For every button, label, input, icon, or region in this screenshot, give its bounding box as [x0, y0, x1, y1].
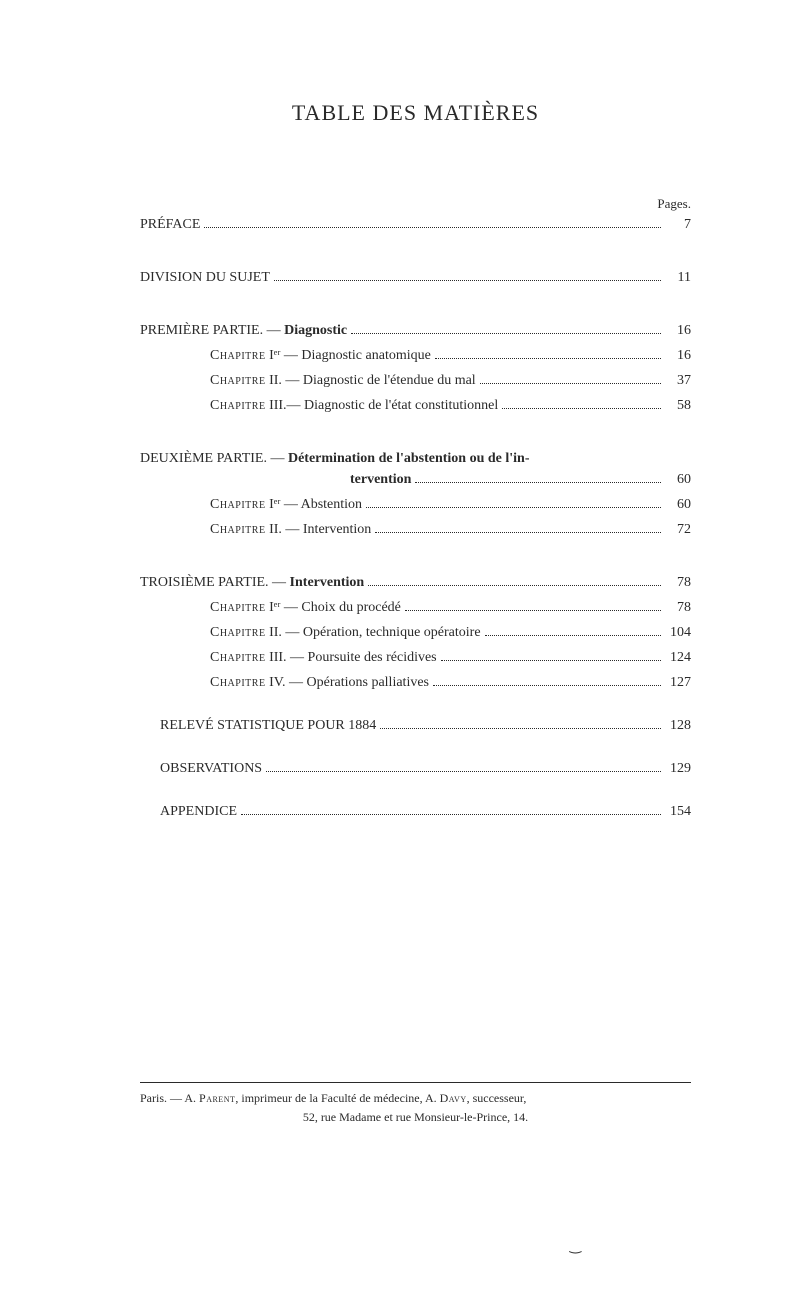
- toc-dots: [415, 482, 661, 483]
- toc-page: 104: [665, 622, 691, 643]
- toc-dots: [435, 358, 661, 359]
- toc-page: 72: [665, 519, 691, 540]
- toc-entry-wrap: tervention 60: [140, 469, 691, 490]
- footer-line-2: 52, rue Madame et rue Monsieur-le-Prince…: [140, 1108, 691, 1127]
- toc-entry: OBSERVATIONS 129: [140, 758, 691, 779]
- toc-dots: [375, 532, 661, 533]
- toc-dots: [366, 507, 661, 508]
- toc-label: PRÉFACE: [140, 214, 200, 235]
- footer-rule: [140, 1082, 691, 1089]
- toc-page: 37: [665, 370, 691, 391]
- toc-entry: Chapitre II. — Intervention 72: [140, 519, 691, 540]
- toc-label: RELEVÉ STATISTIQUE POUR 1884: [140, 715, 376, 736]
- toc-dots: [480, 383, 661, 384]
- toc-dots: [241, 814, 661, 815]
- toc-dots: [502, 408, 661, 409]
- toc-label: Chapitre II. — Opération, technique opér…: [140, 622, 481, 643]
- toc-dots: [485, 635, 661, 636]
- toc-label: APPENDICE: [140, 801, 237, 822]
- toc-entry: Chapitre Iᵉʳ — Diagnostic anatomique 16: [140, 345, 691, 366]
- toc-label: Chapitre III.— Diagnostic de l'état cons…: [140, 395, 498, 416]
- toc-label: Chapitre Iᵉʳ — Choix du procédé: [140, 597, 401, 618]
- toc-entry: Chapitre II. — Diagnostic de l'étendue d…: [140, 370, 691, 391]
- toc-entry: Chapitre Iᵉʳ — Abstention 60: [140, 494, 691, 515]
- toc-dots: [380, 728, 661, 729]
- toc-dots: [441, 660, 661, 661]
- toc-label: DEUXIÈME PARTIE. — Détermination de l'ab…: [140, 448, 530, 469]
- toc-label: Chapitre II. — Diagnostic de l'étendue d…: [140, 370, 476, 391]
- toc-entry: PREMIÈRE PARTIE. — Diagnostic 16: [140, 320, 691, 341]
- footer-line-1: Paris. — A. Parent, imprimeur de la Facu…: [140, 1089, 691, 1108]
- toc-page: 124: [665, 647, 691, 668]
- page-title: TABLE DES MATIÈRES: [140, 100, 691, 126]
- toc-page: 78: [665, 572, 691, 593]
- toc-page: 154: [665, 801, 691, 822]
- stray-mark: ‿: [570, 1238, 581, 1255]
- toc-entry: Chapitre II. — Opération, technique opér…: [140, 622, 691, 643]
- toc-dots: [274, 280, 661, 281]
- toc-entry: APPENDICE 154: [140, 801, 691, 822]
- toc-page: 78: [665, 597, 691, 618]
- toc-page: 16: [665, 345, 691, 366]
- toc-entry: Chapitre III.— Diagnostic de l'état cons…: [140, 395, 691, 416]
- toc-label: Chapitre III. — Poursuite des récidives: [140, 647, 437, 668]
- toc-label: Chapitre Iᵉʳ — Diagnostic anatomique: [140, 345, 431, 366]
- toc-page: 7: [665, 214, 691, 235]
- toc-dots: [204, 227, 661, 228]
- toc-label: Chapitre II. — Intervention: [140, 519, 371, 540]
- toc-entry: PRÉFACE 7: [140, 214, 691, 235]
- toc-dots: [433, 685, 661, 686]
- pages-column-label: Pages.: [140, 196, 691, 212]
- toc-page: 60: [665, 469, 691, 490]
- toc-label: PREMIÈRE PARTIE. — Diagnostic: [140, 320, 347, 341]
- toc-entry: RELEVÉ STATISTIQUE POUR 1884 128: [140, 715, 691, 736]
- toc-label: Chapitre Iᵉʳ — Abstention: [140, 494, 362, 515]
- toc-label: DIVISION DU SUJET: [140, 267, 270, 288]
- toc-page: 127: [665, 672, 691, 693]
- toc-dots: [368, 585, 661, 586]
- toc-label: tervention: [140, 469, 411, 490]
- toc-page: 11: [665, 267, 691, 288]
- toc-entry: Chapitre IV. — Opérations palliatives 12…: [140, 672, 691, 693]
- toc-page: 128: [665, 715, 691, 736]
- toc-entry: Chapitre Iᵉʳ — Choix du procédé 78: [140, 597, 691, 618]
- toc-label: Chapitre IV. — Opérations palliatives: [140, 672, 429, 693]
- toc-label: OBSERVATIONS: [140, 758, 262, 779]
- toc-page: 60: [665, 494, 691, 515]
- toc-label: TROISIÈME PARTIE. — Intervention: [140, 572, 364, 593]
- toc-dots: [405, 610, 661, 611]
- toc-entry: DEUXIÈME PARTIE. — Détermination de l'ab…: [140, 448, 691, 469]
- toc-entry: TROISIÈME PARTIE. — Intervention 78: [140, 572, 691, 593]
- toc-dots: [266, 771, 661, 772]
- toc-page: 16: [665, 320, 691, 341]
- toc-entry: DIVISION DU SUJET 11: [140, 267, 691, 288]
- toc-page: 58: [665, 395, 691, 416]
- toc-dots: [351, 333, 661, 334]
- toc-page: 129: [665, 758, 691, 779]
- toc-entry: Chapitre III. — Poursuite des récidives …: [140, 647, 691, 668]
